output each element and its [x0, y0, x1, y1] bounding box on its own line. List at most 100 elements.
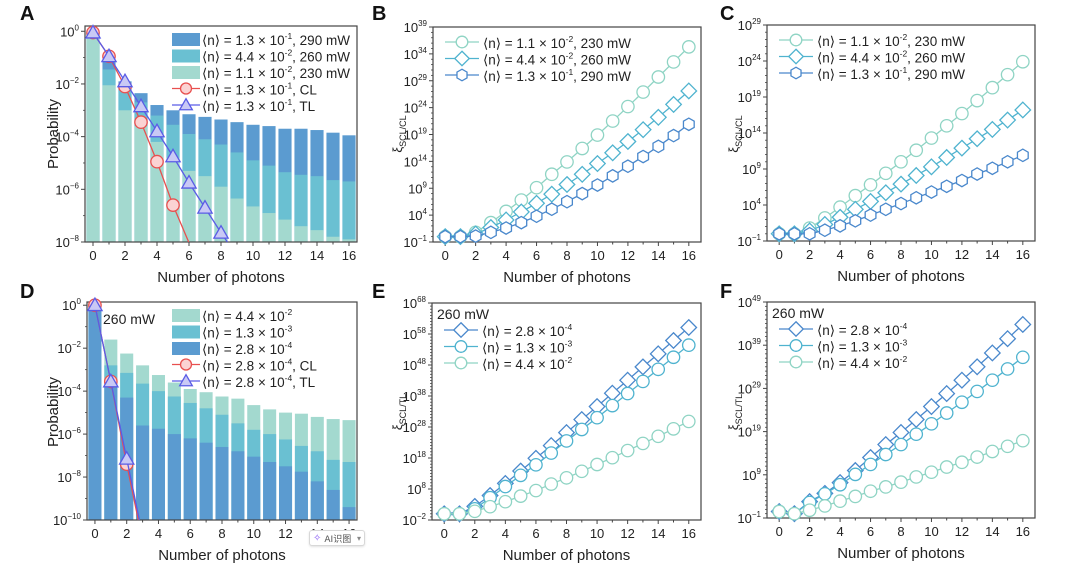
data-point	[968, 358, 986, 376]
y-tick-label: 10−6	[57, 426, 81, 442]
x-tick-label: 6	[185, 248, 192, 263]
sparkle-scan-icon: ✧	[313, 532, 322, 544]
x-tick-label: 4	[155, 526, 162, 541]
legend: ⟨n⟩ = 4.4 × 10-2⟨n⟩ = 1.3 × 10-3⟨n⟩ = 2.…	[172, 307, 317, 390]
x-tick-label: 8	[563, 526, 570, 541]
y-tick-label: 104	[408, 207, 427, 223]
data-point	[454, 229, 467, 244]
y-tick-label: 104	[742, 197, 761, 213]
x-tick-label: 16	[682, 526, 696, 541]
ai-recognize-badge[interactable]: ✧ AI识图 ▾	[309, 530, 365, 546]
legend-label: ⟨n⟩ = 4.4 × 10-2	[202, 307, 292, 324]
x-tick-label: 6	[867, 247, 874, 262]
data-point	[666, 422, 681, 436]
x-tick-label: 14	[651, 248, 665, 263]
data-point	[894, 196, 908, 211]
panel-letter: B	[372, 3, 386, 25]
data-point	[649, 108, 668, 126]
data-point	[848, 188, 863, 203]
bar	[326, 489, 340, 520]
data-point	[575, 141, 590, 156]
data-point	[604, 144, 622, 162]
legend-label: ⟨n⟩ = 1.3 × 10-1, CL	[202, 81, 317, 98]
data-point	[818, 499, 832, 513]
legend: ⟨n⟩ = 2.8 × 10-4⟨n⟩ = 1.3 × 10-3⟨n⟩ = 4.…	[444, 321, 572, 372]
data-point	[1014, 101, 1032, 119]
legend-marker	[178, 373, 194, 387]
data-point	[1015, 54, 1030, 69]
annotation-text: 260 mW	[437, 306, 490, 322]
chevron-down-icon[interactable]: ▾	[356, 533, 361, 543]
data-point	[909, 143, 924, 158]
data-point	[667, 128, 680, 143]
data-point	[803, 226, 816, 241]
bar	[342, 181, 356, 242]
legend-label: ⟨n⟩ = 1.3 × 10-1, TL	[202, 97, 316, 114]
x-tick-label: 10	[924, 247, 938, 262]
data-point	[878, 166, 893, 181]
x-tick-label: 2	[806, 524, 813, 539]
data-point	[621, 99, 635, 114]
x-tick-label: 4	[836, 524, 843, 539]
ai-badge-label: AI识图	[324, 534, 352, 545]
data-point	[938, 384, 956, 403]
y-axis-label: ξSCL/TL	[390, 394, 408, 430]
data-point	[513, 489, 528, 503]
data-point	[939, 406, 954, 420]
data-point	[922, 397, 941, 416]
data-point	[922, 158, 941, 176]
x-tick-label: 8	[563, 248, 570, 263]
data-point	[788, 226, 801, 241]
x-tick-label: 14	[651, 526, 665, 541]
data-point	[621, 159, 634, 174]
x-tick-label: 0	[776, 247, 783, 262]
legend-marker	[790, 66, 802, 80]
y-axis-label: ξSCL/TL	[726, 394, 744, 430]
legend-marker	[179, 358, 193, 371]
data-point	[970, 384, 984, 399]
panel-e: E 1068 1058 1048 1038 1028 1018 108 10−2 0 2 4 6 8 10 1…	[372, 281, 702, 564]
data-point	[818, 486, 832, 501]
data-point	[134, 115, 148, 129]
data-point	[985, 444, 1000, 459]
y-tick-label: 10−4	[55, 129, 79, 145]
legend-marker	[787, 320, 805, 338]
y-tick-label: 10−8	[57, 469, 81, 485]
data-point	[772, 504, 787, 519]
legend-label: ⟨n⟩ = 4.4 × 10-2, 260 mW	[483, 51, 631, 68]
legend-label: ⟨n⟩ = 4.4 × 10-2, 260 mW	[202, 48, 350, 65]
y-tick-label: 10−1	[737, 233, 761, 249]
bar	[342, 507, 356, 520]
panel-letter: F	[720, 281, 732, 303]
y-tick-label: 1029	[738, 17, 762, 33]
bar	[231, 451, 245, 520]
bar	[310, 230, 324, 242]
x-tick-label: 16	[1016, 247, 1030, 262]
x-axis-label: Number of photons	[158, 547, 286, 564]
data-point	[664, 331, 683, 350]
data-point	[834, 218, 847, 233]
x-tick-label: 4	[836, 247, 843, 262]
legend-label: ⟨n⟩ = 1.3 × 10-3	[817, 338, 907, 355]
legend: ⟨n⟩ = 1.3 × 10-1, 290 mW⟨n⟩ = 4.4 × 10-2…	[172, 31, 350, 114]
x-tick-label: 16	[1016, 524, 1030, 539]
y-tick-label: 1019	[404, 127, 428, 143]
data-point	[1015, 433, 1030, 448]
y-tick-label: 1028	[403, 419, 427, 435]
legend-label: ⟨n⟩ = 1.3 × 10-1, 290 mW	[483, 67, 631, 84]
data-point	[682, 117, 695, 132]
bar	[86, 32, 100, 243]
y-tick-label: 1024	[404, 100, 428, 116]
data-point	[802, 503, 817, 518]
bar	[294, 174, 308, 242]
bar	[247, 456, 261, 520]
y-tick-label: 109	[742, 467, 761, 483]
data-point	[452, 506, 467, 521]
y-tick-label: 1029	[738, 380, 762, 396]
legend-marker	[455, 35, 469, 49]
y-tick-label: 1018	[403, 450, 427, 466]
data-point	[619, 132, 637, 151]
x-tick-label: 8	[217, 248, 224, 263]
data-point	[651, 70, 666, 84]
